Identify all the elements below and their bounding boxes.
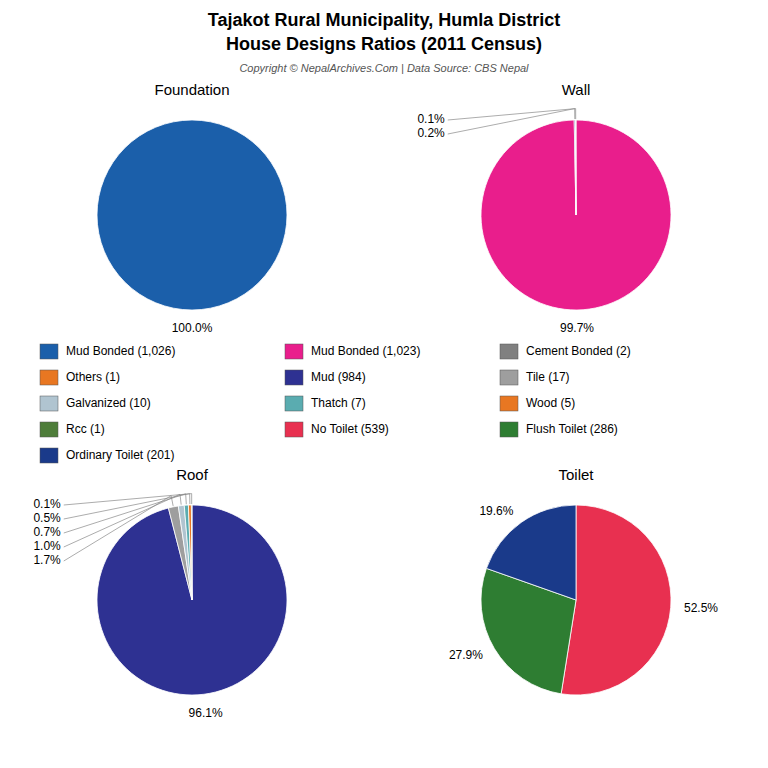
slices	[481, 120, 671, 310]
legend-item: Galvanized (10)	[40, 396, 151, 411]
legend-label: Others (1)	[66, 370, 120, 384]
legend-item: Mud (984)	[285, 370, 366, 385]
legend-swatch	[285, 422, 303, 437]
chart: Tajakot Rural Municipality, Humla Distri…	[0, 0, 768, 768]
legend-item: Thatch (7)	[285, 396, 366, 411]
data-label: 0.1%	[417, 112, 445, 126]
legend-swatch	[500, 344, 518, 359]
leader-line	[64, 494, 190, 519]
slice	[184, 505, 192, 600]
data-label: 0.5%	[33, 511, 61, 525]
legend-swatch	[40, 422, 58, 437]
slice	[575, 120, 577, 215]
data-label: 0.2%	[417, 126, 445, 140]
legend-label: Mud Bonded (1,026)	[66, 344, 175, 358]
legend-item: Tile (17)	[500, 370, 570, 385]
legend-item: Cement Bonded (2)	[500, 344, 631, 359]
pie-chart: Roof 96.1% 0.1%0.5%0.7%1.0%1.7%	[33, 466, 287, 720]
legend-label: Ordinary Toilet (201)	[66, 448, 175, 462]
slice	[178, 505, 192, 600]
data-label: 0.7%	[33, 525, 61, 539]
legend-label: Thatch (7)	[311, 396, 366, 410]
data-label: 52.5%	[684, 601, 718, 615]
data-labels: 99.7% 0.1%0.2%	[417, 109, 594, 336]
legend-label: Galvanized (10)	[66, 396, 151, 410]
legend-item: Wood (5)	[500, 396, 575, 411]
legend-swatch	[500, 370, 518, 385]
data-label: 1.0%	[33, 539, 61, 553]
legend-label: No Toilet (539)	[311, 422, 389, 436]
slice	[486, 505, 576, 600]
data-label: 96.1%	[189, 706, 223, 720]
slices	[97, 505, 287, 695]
pie-title: Wall	[562, 81, 591, 98]
subtitle: House Designs Ratios (2011 Census)	[226, 34, 542, 54]
data-label: 0.1%	[33, 497, 61, 511]
legend-swatch	[40, 396, 58, 411]
data-label: 1.7%	[33, 553, 61, 567]
legend-swatch	[40, 448, 58, 463]
slice	[188, 505, 192, 600]
legend-swatch	[285, 344, 303, 359]
legend-swatch	[40, 370, 58, 385]
legend-label: Mud Bonded (1,023)	[311, 344, 420, 358]
slice	[97, 120, 287, 310]
legend-item: Ordinary Toilet (201)	[40, 448, 175, 463]
pie-title: Roof	[176, 466, 209, 483]
legend-swatch	[285, 396, 303, 411]
slice	[574, 120, 576, 215]
legend-item: No Toilet (539)	[285, 422, 389, 437]
legend-item: Rcc (1)	[40, 422, 105, 437]
pie-chart: Foundation 100.0%	[97, 81, 287, 335]
legend-swatch	[500, 396, 518, 411]
pie-chart: Wall 99.7% 0.1%0.2%	[417, 81, 671, 335]
legend-label: Rcc (1)	[66, 422, 105, 436]
leader-line	[448, 109, 575, 134]
legend-item: Mud Bonded (1,026)	[40, 344, 175, 359]
legend-label: Cement Bonded (2)	[526, 344, 631, 358]
data-label: 27.9%	[449, 648, 483, 662]
data-labels: 52.5% 27.9% 19.6%	[449, 504, 718, 662]
title: Tajakot Rural Municipality, Humla Distri…	[208, 10, 560, 30]
slice	[168, 506, 192, 600]
legend-swatch	[285, 370, 303, 385]
slice	[97, 505, 287, 695]
legend-item: Others (1)	[40, 370, 120, 385]
data-label: 100.0%	[172, 321, 213, 335]
legend-item: Flush Toilet (286)	[500, 422, 618, 437]
legend-item: Mud Bonded (1,023)	[285, 344, 420, 359]
data-label: 99.7%	[560, 321, 594, 335]
leader-line	[448, 109, 576, 120]
slice	[191, 505, 193, 600]
slice	[561, 505, 671, 695]
pie-title: Foundation	[154, 81, 229, 98]
slice	[481, 120, 671, 310]
pie-chart: Toilet 52.5% 27.9% 19.6%	[449, 466, 718, 695]
slices	[481, 505, 671, 695]
legend-label: Wood (5)	[526, 396, 575, 410]
legend-swatch	[500, 422, 518, 437]
pie-title: Toilet	[558, 466, 594, 483]
legend: Mud Bonded (1,026) Others (1) Galvanized (…	[40, 344, 631, 463]
leader-line	[64, 496, 173, 561]
legend-label: Flush Toilet (286)	[526, 422, 618, 436]
data-labels: 100.0%	[172, 321, 213, 335]
leader-line	[64, 494, 181, 547]
slices	[97, 120, 287, 310]
data-label: 19.6%	[479, 504, 513, 518]
annotation: Copyright © NepalArchives.Com | Data Sou…	[239, 62, 529, 74]
data-labels: 96.1% 0.1%0.5%0.7%1.0%1.7%	[33, 494, 223, 720]
legend-label: Tile (17)	[526, 370, 570, 384]
legend-swatch	[40, 344, 58, 359]
legend-label: Mud (984)	[311, 370, 366, 384]
